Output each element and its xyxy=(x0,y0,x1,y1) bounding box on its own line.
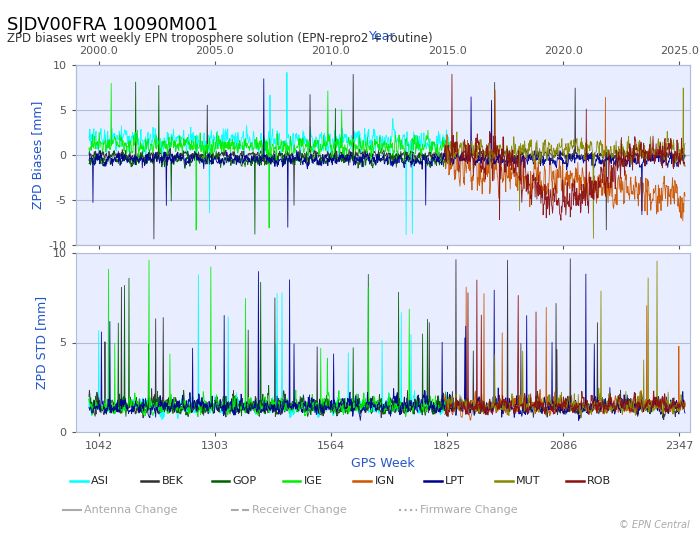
Text: ASI: ASI xyxy=(91,476,109,485)
Text: ZPD biases wrt weekly EPN troposphere solution (EPN-repro2 + routine): ZPD biases wrt weekly EPN troposphere so… xyxy=(7,32,433,45)
X-axis label: GPS Week: GPS Week xyxy=(351,457,414,470)
Text: Firmware Change: Firmware Change xyxy=(420,505,517,515)
Text: MUT: MUT xyxy=(517,476,540,485)
Y-axis label: ZPD Biases [mm]: ZPD Biases [mm] xyxy=(32,101,44,209)
Text: © EPN Central: © EPN Central xyxy=(619,520,690,530)
X-axis label: Year: Year xyxy=(369,30,396,43)
Text: SJDV00FRA 10090M001: SJDV00FRA 10090M001 xyxy=(7,16,218,34)
Text: BEK: BEK xyxy=(162,476,183,485)
Text: IGN: IGN xyxy=(374,476,395,485)
Text: ROB: ROB xyxy=(587,476,611,485)
Y-axis label: ZPD STD [mm]: ZPD STD [mm] xyxy=(36,296,48,389)
Text: IGE: IGE xyxy=(304,476,323,485)
Text: LPT: LPT xyxy=(445,476,465,485)
Text: GOP: GOP xyxy=(232,476,257,485)
Text: Receiver Change: Receiver Change xyxy=(252,505,346,515)
Text: Antenna Change: Antenna Change xyxy=(84,505,178,515)
